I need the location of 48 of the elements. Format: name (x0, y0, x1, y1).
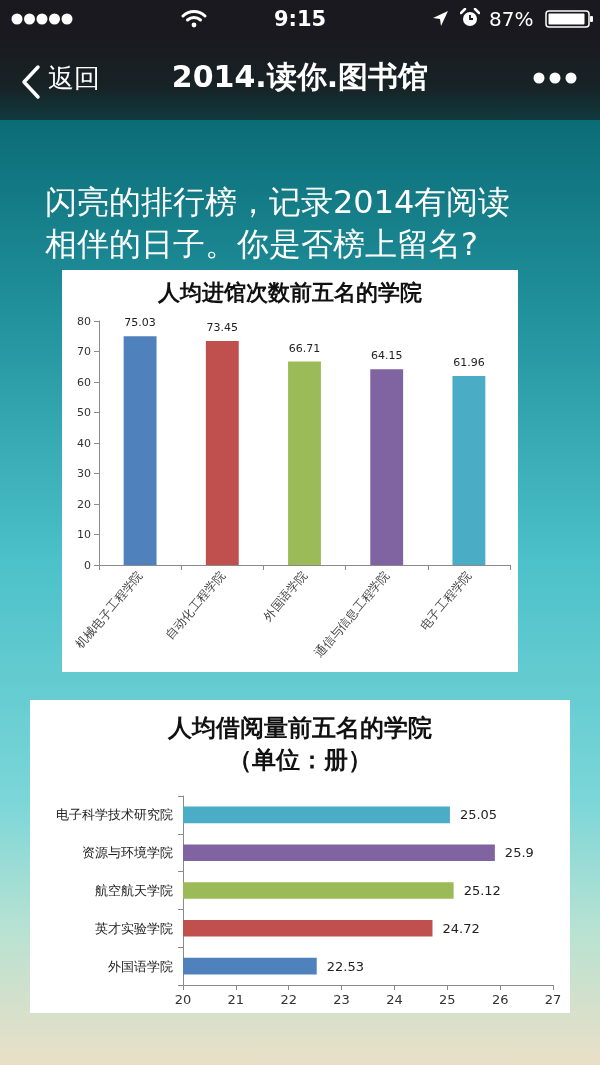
y-tick-label: 50 (77, 406, 91, 419)
x-tick-label: 27 (544, 992, 562, 1007)
chart-subtitle: （单位：册） (228, 744, 372, 774)
x-tick-label: 26 (491, 992, 509, 1007)
data-label: 25.9 (504, 845, 534, 861)
x-tick-label: 自动化工程学院 (162, 568, 228, 642)
data-label: 24.72 (442, 920, 480, 936)
y-tick-label: 80 (77, 314, 91, 328)
data-label: 61.96 (453, 356, 485, 370)
y-tick-label: 航空航天学院 (95, 883, 173, 898)
x-tick-label: 外国语学院 (260, 568, 310, 624)
y-tick-label: 电子科学技术研究院 (56, 807, 173, 823)
y-tick-label: 10 (77, 528, 91, 541)
bar (123, 336, 157, 565)
x-tick-label: 20 (174, 992, 192, 1007)
x-tick-label: 21 (227, 992, 245, 1007)
text: 2014.读你.图书馆 (171, 59, 429, 94)
y-tick-label: 20 (77, 497, 91, 511)
data-label: 25.05 (459, 807, 498, 823)
bar (205, 340, 239, 565)
bar (288, 361, 321, 565)
data-label: 75.03 (124, 316, 156, 330)
text: 闪亮的排行榜，记录2014有阅读相伴的日子。你是否榜上留名? (45, 182, 512, 265)
data-label: 64.15 (370, 349, 403, 363)
data-label: 66.71 (288, 341, 321, 355)
y-tick-label: 60 (77, 375, 91, 389)
text: 9:15 (273, 7, 327, 31)
y-tick-label: 40 (77, 436, 91, 450)
data-label: 25.12 (463, 883, 501, 898)
x-tick-label: 24 (386, 992, 403, 1007)
y-tick-label: 外国语学院 (108, 958, 173, 974)
bar (452, 376, 486, 565)
x-tick-label: 25 (439, 992, 456, 1007)
x-tick-label: 通信与信息工程学院 (311, 568, 393, 661)
y-tick-label: 70 (77, 345, 91, 358)
x-tick-label: 23 (333, 992, 350, 1007)
x-tick-label: 电子工程学院 (417, 568, 475, 633)
data-label: 22.53 (326, 958, 364, 974)
x-tick-label: 22 (280, 992, 297, 1007)
y-tick-label: 30 (77, 467, 91, 480)
data-label: 73.45 (206, 320, 239, 334)
y-tick-label: 英才实验学院 (95, 920, 173, 936)
y-tick-label: 资源与环境学院 (82, 845, 173, 861)
chart-title: 人均借阅量前五名的学院 (167, 712, 432, 742)
text: 返回 (48, 63, 100, 93)
chart-title: 人均进馆次数前五名的学院 (157, 279, 422, 305)
text: 87% (489, 7, 534, 31)
bar (370, 369, 404, 565)
